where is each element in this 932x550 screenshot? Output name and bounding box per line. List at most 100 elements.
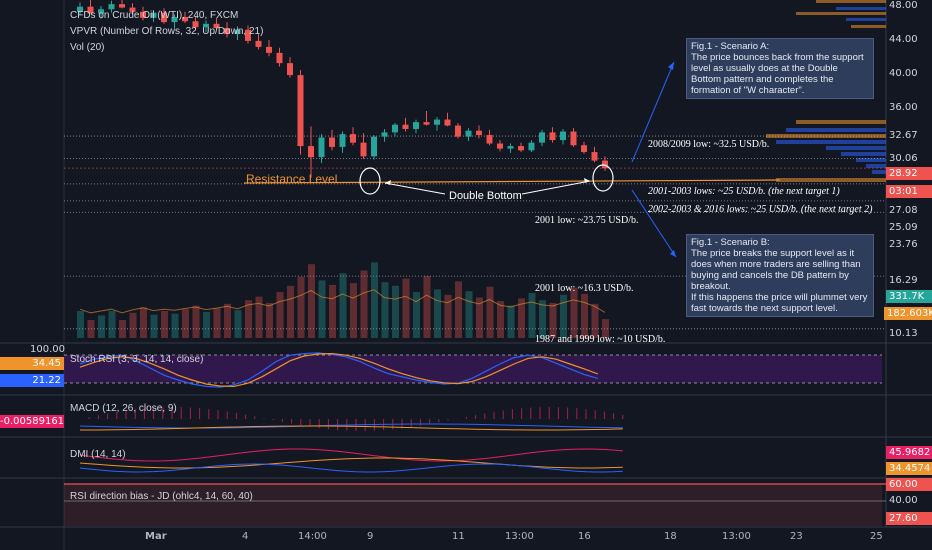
volume-tag: 331.7K [886, 290, 932, 303]
candle-body [171, 16, 178, 23]
candle-body [602, 160, 608, 169]
volume-bar [297, 276, 305, 338]
x-tick: 4 [242, 531, 249, 542]
candle-body [234, 29, 241, 35]
price-tick: 30.06 [889, 153, 918, 164]
candle-body [119, 4, 125, 8]
volume-bar [129, 312, 137, 338]
volume-bar [171, 313, 179, 338]
volume-bar [560, 294, 567, 338]
stoch-rsi-legend: Stoch RSI (3, 3, 14, 14, close) [70, 354, 204, 365]
stoch-k-tag: 34.45 [0, 357, 64, 370]
candle-body [570, 131, 577, 146]
volume-bar [119, 320, 126, 338]
price-tick: 23.76 [889, 239, 918, 250]
vpvr-bar [776, 178, 886, 182]
volume-bar [182, 309, 189, 338]
volume-bar [213, 308, 221, 338]
volume-bar [455, 281, 462, 338]
candle-body [413, 122, 419, 129]
candle-body [486, 134, 493, 144]
candle-body [444, 119, 451, 126]
volume-bar [518, 298, 525, 338]
arrowhead [385, 180, 391, 185]
vpvr-bar [826, 146, 886, 150]
scenario-b-arrow [631, 189, 677, 258]
volume-bar [570, 287, 578, 338]
candle-body [591, 152, 598, 161]
volume-bar [287, 285, 294, 338]
macd-signal-line [79, 425, 623, 431]
volume-bar [245, 300, 252, 338]
vpvr-bar [841, 152, 886, 156]
volume-bar [371, 262, 378, 338]
price-tick: 32.67 [889, 130, 918, 141]
candle-body [287, 63, 293, 76]
vpvr-bar [796, 120, 886, 124]
candle-body [360, 142, 367, 157]
candle-body [560, 131, 566, 141]
candle-body [182, 16, 188, 22]
x-tick: Mar [145, 531, 167, 542]
candle-body [329, 137, 335, 147]
candle-body [140, 11, 146, 18]
vpvr-bar [856, 158, 886, 162]
candle-body [224, 28, 230, 35]
volume-bar [581, 293, 588, 338]
candle-body [434, 119, 440, 125]
volume-bar [381, 282, 389, 338]
current-price-tag: 28.92 [886, 167, 932, 180]
x-tick: 14:00 [298, 531, 327, 542]
x-tick: 13:00 [505, 531, 534, 542]
candle-body [297, 75, 304, 147]
candle-body [518, 146, 524, 151]
candle-body [528, 142, 535, 151]
volume-bar [98, 315, 105, 338]
x-tick: 23 [790, 531, 803, 542]
price-tick: 48.00 [889, 0, 918, 11]
candle-body [549, 132, 556, 141]
arrowhead [670, 250, 676, 257]
volume-bar [329, 284, 336, 338]
volume-bar [224, 303, 231, 338]
candle-body [108, 4, 115, 10]
volume-bar [203, 311, 210, 338]
x-tick: 13:00 [722, 531, 751, 542]
volume-bar [413, 292, 420, 338]
candle-body [203, 23, 209, 28]
x-tick: 9 [367, 531, 374, 542]
vpvr-bar [851, 25, 886, 28]
chart-title: CFDs on Crude Oil (WTI), 240, FXCM [70, 10, 239, 21]
rsi-value-tag: 27.60 [886, 512, 932, 525]
x-tick: 25 [870, 531, 883, 542]
vpvr-bar [816, 0, 886, 3]
volume-bar [591, 303, 599, 338]
stoch-k-line [79, 352, 599, 388]
candle-body [476, 130, 482, 135]
double-bottom-arrow-2 [521, 180, 591, 195]
volume-bar [402, 278, 410, 338]
x-tick: 16 [578, 531, 591, 542]
volume-bar [77, 311, 84, 338]
price-tick: 10.13 [889, 328, 918, 339]
macd-legend: MACD (12, 26, close, 9) [70, 403, 177, 414]
price-tick: 16.29 [889, 275, 918, 286]
volume-bar [108, 311, 116, 338]
candle-body [213, 23, 220, 29]
scenario-a-arrow [631, 61, 675, 163]
volume-bar [276, 292, 284, 338]
candle-body [350, 134, 356, 143]
candle-body [308, 146, 314, 158]
candle-body [465, 130, 472, 137]
arrowhead [668, 62, 674, 70]
resistance-label: Resistance Level [246, 172, 338, 186]
volume-bar [528, 293, 536, 338]
macd-line [79, 423, 623, 429]
double-bottom-label: Double Bottom [449, 190, 522, 202]
candle-body [318, 137, 325, 158]
volume-bar [444, 294, 452, 338]
vpvr-bar [836, 7, 886, 10]
level-2001-2003-label: 2001-2003 lows: ~25 USD/b. (the next tar… [648, 186, 840, 197]
price-tick: 44.00 [889, 34, 918, 45]
rsi-bias-legend: RSI direction bias - JD (ohlc4, 14, 60, … [70, 491, 253, 502]
